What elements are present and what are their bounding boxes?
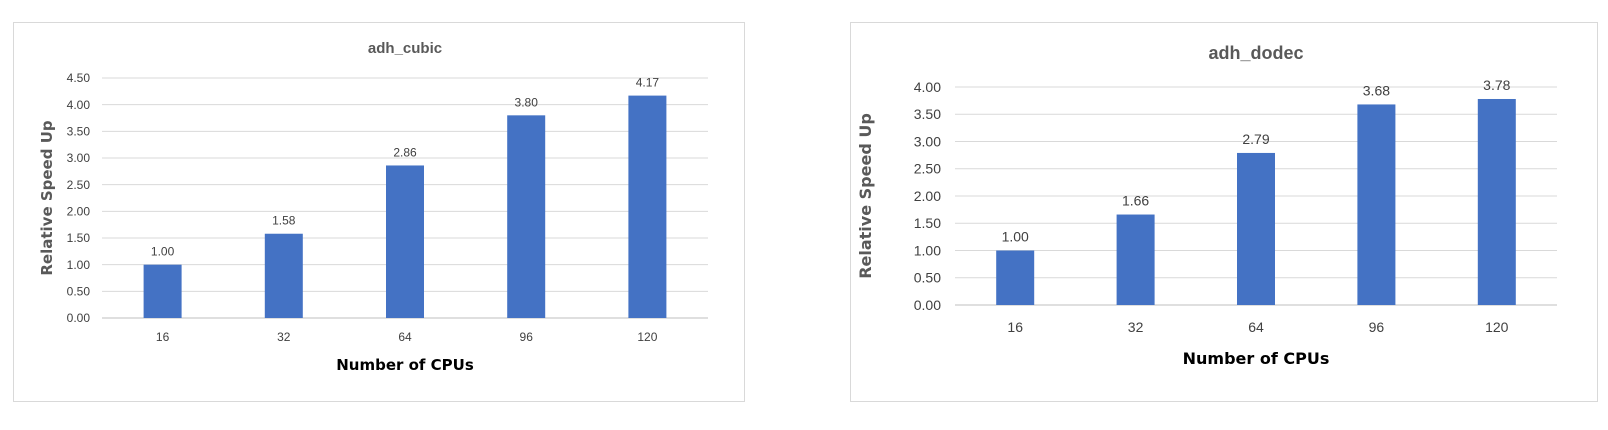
bar-96 bbox=[507, 115, 546, 318]
data-label: 4.17 bbox=[636, 76, 660, 90]
x-axis-title: Number of CPUs bbox=[336, 356, 474, 374]
x-tick-label: 96 bbox=[1369, 319, 1385, 335]
x-tick-label: 16 bbox=[1007, 319, 1023, 335]
x-tick-label: 32 bbox=[1128, 319, 1144, 335]
data-label: 1.00 bbox=[1002, 229, 1029, 245]
bar-96 bbox=[1357, 104, 1396, 305]
y-tick-label: 0.00 bbox=[914, 297, 941, 313]
x-tick-label: 16 bbox=[156, 330, 170, 344]
data-label: 3.68 bbox=[1363, 82, 1390, 98]
chart-panel-adh-cubic: 0.00 0.50 1.00 1.50 2.00 2.50 3.00 3.50 4.00 4.50… bbox=[13, 22, 745, 402]
data-label: 1.58 bbox=[272, 214, 296, 228]
bar-64 bbox=[386, 165, 424, 318]
y-axis-title: Relative Speed Up bbox=[38, 120, 56, 275]
x-tick-label: 120 bbox=[637, 330, 657, 344]
y-tick-label: 2.00 bbox=[67, 205, 91, 219]
y-tick-label: 4.00 bbox=[914, 79, 941, 95]
x-tick-label: 96 bbox=[520, 330, 534, 344]
y-tick-label: 4.00 bbox=[67, 98, 91, 112]
bar-120 bbox=[1477, 98, 1516, 306]
data-label: 3.78 bbox=[1483, 77, 1510, 93]
y-tick-label: 1.50 bbox=[914, 215, 941, 231]
y-tick-label: 2.00 bbox=[914, 188, 941, 204]
chart-title: adh_cubic bbox=[368, 40, 442, 57]
bar-chart-adh-cubic: 0.00 0.50 1.00 1.50 2.00 2.50 3.00 3.50 4.00 4.50… bbox=[38, 40, 708, 374]
y-tick-label: 2.50 bbox=[67, 178, 91, 192]
y-tick-label: 1.00 bbox=[67, 258, 91, 272]
y-tick-label: 3.50 bbox=[67, 125, 91, 139]
y-tick-label: 1.00 bbox=[914, 242, 941, 258]
y-tick-label: 3.50 bbox=[914, 106, 941, 122]
y-tick-label: 4.50 bbox=[67, 71, 91, 85]
x-tick-label: 120 bbox=[1485, 319, 1509, 335]
chart-panel-adh-dodec: 0.00 0.50 1.00 1.50 2.00 2.50 3.00 3.50 4.00 1.00… bbox=[850, 22, 1598, 402]
bar-16 bbox=[143, 264, 182, 318]
data-label: 1.00 bbox=[151, 245, 175, 259]
data-label: 2.86 bbox=[393, 145, 417, 159]
y-tick-label: 0.50 bbox=[914, 270, 941, 286]
x-axis-title: Number of CPUs bbox=[1183, 349, 1330, 368]
bar-16 bbox=[996, 250, 1035, 305]
data-label: 2.79 bbox=[1242, 131, 1269, 147]
data-label: 3.80 bbox=[515, 95, 539, 109]
y-tick-label: 3.00 bbox=[67, 151, 91, 165]
y-tick-label: 0.00 bbox=[67, 311, 91, 325]
chart-title: adh_dodec bbox=[1208, 43, 1303, 63]
data-label: 1.66 bbox=[1122, 193, 1149, 209]
x-tick-label: 64 bbox=[1248, 319, 1264, 335]
bar-32 bbox=[1116, 214, 1155, 305]
y-tick-label: 0.50 bbox=[67, 285, 91, 299]
x-tick-label: 32 bbox=[277, 330, 291, 344]
y-tick-label: 1.50 bbox=[67, 231, 91, 245]
y-tick-label: 3.00 bbox=[914, 133, 941, 149]
bar-64 bbox=[1237, 152, 1275, 305]
bar-120 bbox=[628, 95, 667, 318]
y-tick-label: 2.50 bbox=[914, 161, 941, 177]
bar-chart-adh-dodec: 0.00 0.50 1.00 1.50 2.00 2.50 3.00 3.50 4.00 1.00… bbox=[856, 43, 1557, 368]
bar-32 bbox=[264, 233, 303, 318]
y-axis-title: Relative Speed Up bbox=[856, 113, 875, 279]
x-tick-label: 64 bbox=[398, 330, 412, 344]
